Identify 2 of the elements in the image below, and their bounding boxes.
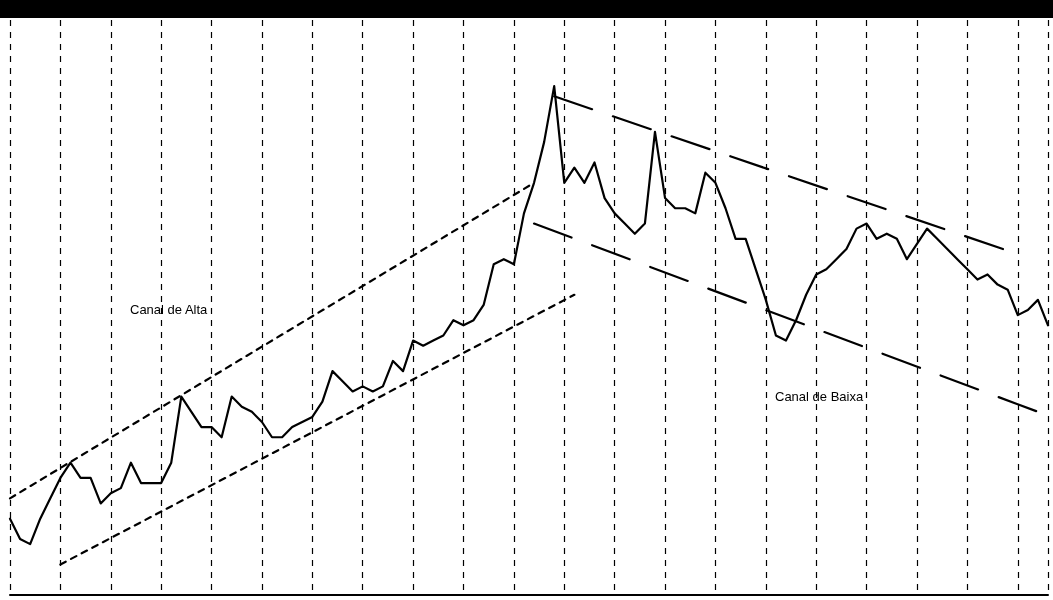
annotation: Canal de Alta (130, 302, 209, 317)
annotation: Canal de Baixa (775, 389, 864, 404)
